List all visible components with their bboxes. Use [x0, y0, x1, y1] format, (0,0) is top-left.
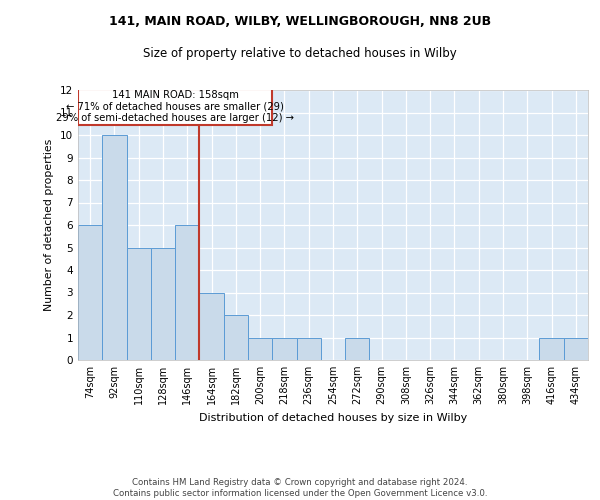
- Bar: [199, 292, 224, 360]
- Bar: [296, 338, 321, 360]
- Bar: [345, 338, 370, 360]
- Y-axis label: Number of detached properties: Number of detached properties: [44, 139, 55, 311]
- Text: Size of property relative to detached houses in Wilby: Size of property relative to detached ho…: [143, 48, 457, 60]
- Bar: [539, 338, 564, 360]
- Text: 141 MAIN ROAD: 158sqm: 141 MAIN ROAD: 158sqm: [112, 90, 239, 101]
- Bar: [224, 315, 248, 360]
- Text: Contains HM Land Registry data © Crown copyright and database right 2024.
Contai: Contains HM Land Registry data © Crown c…: [113, 478, 487, 498]
- Text: ← 71% of detached houses are smaller (29): ← 71% of detached houses are smaller (29…: [66, 101, 284, 111]
- Bar: [564, 338, 588, 360]
- Bar: [151, 248, 175, 360]
- Bar: [248, 338, 272, 360]
- FancyBboxPatch shape: [78, 89, 272, 125]
- Bar: [127, 248, 151, 360]
- Bar: [78, 225, 102, 360]
- Text: 29% of semi-detached houses are larger (12) →: 29% of semi-detached houses are larger (…: [56, 112, 294, 122]
- Bar: [175, 225, 199, 360]
- X-axis label: Distribution of detached houses by size in Wilby: Distribution of detached houses by size …: [199, 412, 467, 422]
- Text: 141, MAIN ROAD, WILBY, WELLINGBOROUGH, NN8 2UB: 141, MAIN ROAD, WILBY, WELLINGBOROUGH, N…: [109, 15, 491, 28]
- Bar: [102, 135, 127, 360]
- Bar: [272, 338, 296, 360]
